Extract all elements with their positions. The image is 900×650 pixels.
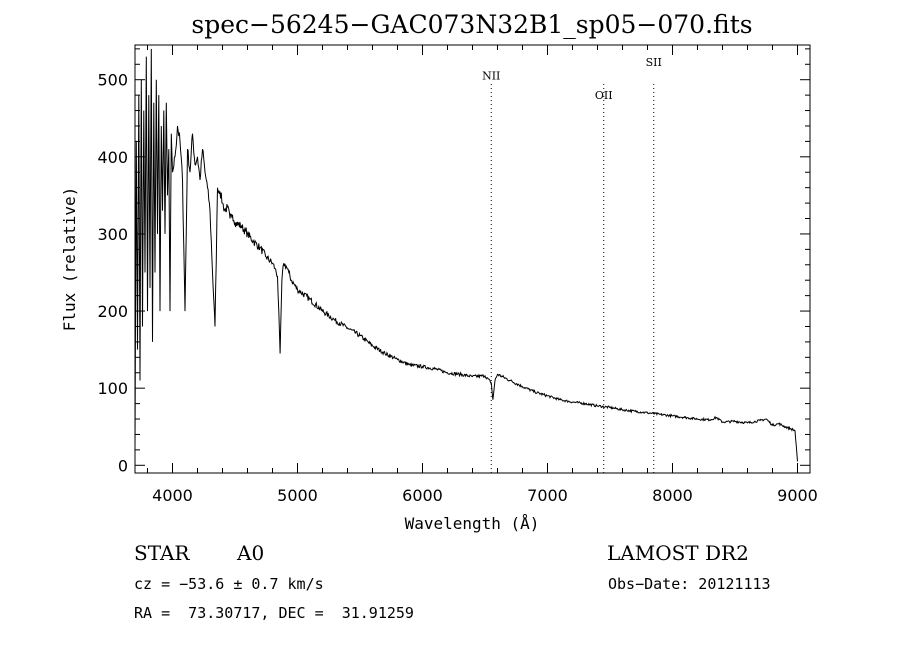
redshift-velocity: cz = −53.6 ± 0.7 km/s: [134, 575, 324, 593]
x-tick-label: 4000: [152, 486, 193, 505]
survey-name: LAMOST DR2: [607, 541, 749, 565]
x-tick-label: 8000: [652, 486, 693, 505]
y-tick-label: 400: [97, 148, 128, 167]
x-tick-label: 7000: [527, 486, 568, 505]
x-tick-label: 9000: [777, 486, 818, 505]
sky-coordinates: RA = 73.30717, DEC = 31.91259: [134, 604, 414, 622]
x-tick-label: 6000: [402, 486, 443, 505]
chart-title: spec−56245−GAC073N32B1_sp05−070.fits: [191, 10, 752, 39]
reference-lines: NII OII SII: [482, 56, 662, 473]
y-tick-label: 200: [97, 302, 128, 321]
plot-frame: [134, 44, 811, 474]
axis-ticks: [135, 45, 810, 473]
object-type: STAR: [134, 541, 190, 565]
observation-date: Obs−Date: 20121113: [608, 575, 771, 593]
reference-line-label: SII: [646, 56, 662, 69]
y-tick-label: 300: [97, 225, 128, 244]
object-subclass: A0: [237, 541, 265, 565]
y-tick-label: 100: [97, 379, 128, 398]
reference-line-label: NII: [482, 70, 500, 83]
spectrum-line: [134, 48, 798, 462]
x-axis-label: Wavelength (Å): [405, 514, 540, 533]
y-tick-label: 500: [97, 71, 128, 90]
reference-line-label: OII: [595, 89, 613, 102]
y-tick-label: 0: [118, 456, 128, 475]
x-tick-label: 5000: [277, 486, 318, 505]
y-axis-label: Flux (relative): [60, 187, 79, 332]
tick-labels: 4000 5000 6000 7000 8000 9000 0 100 200 300 400 500: [97, 71, 817, 505]
